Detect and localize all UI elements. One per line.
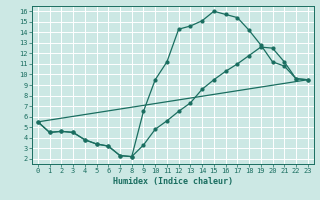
- X-axis label: Humidex (Indice chaleur): Humidex (Indice chaleur): [113, 177, 233, 186]
